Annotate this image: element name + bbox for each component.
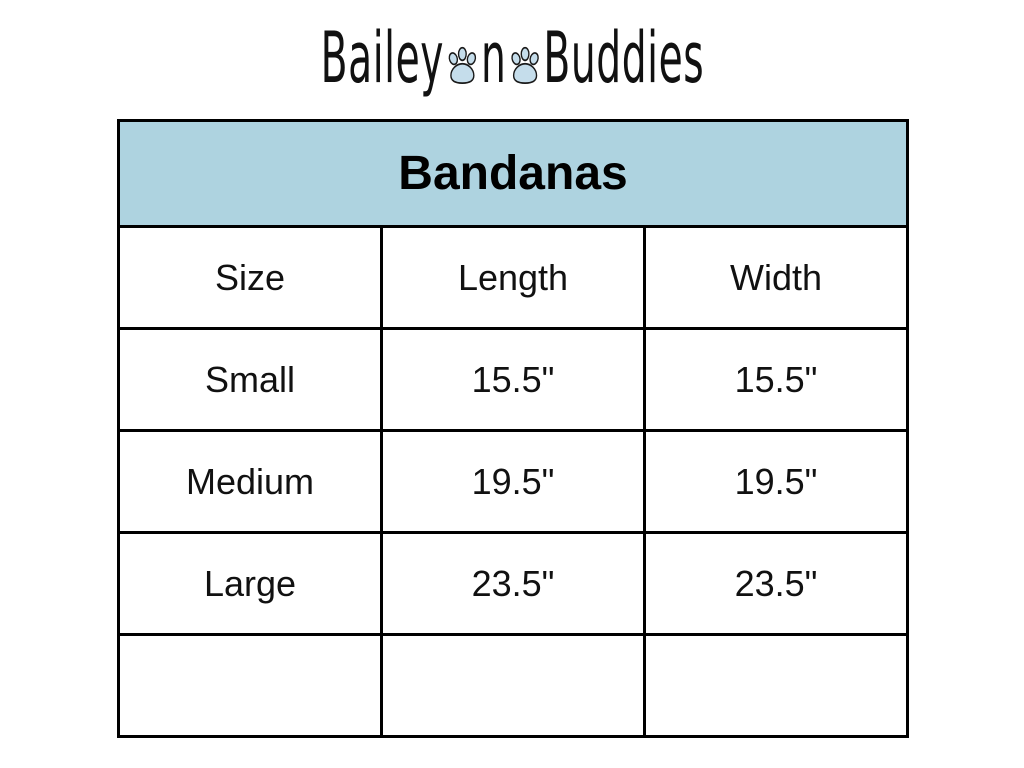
- logo-text-bailey: Bailey: [320, 17, 444, 99]
- cell-size: Large: [117, 531, 383, 636]
- table-title: Bandanas: [117, 119, 909, 228]
- table-row-large: Large 23.5" 23.5": [117, 531, 909, 636]
- cell-length: [380, 633, 646, 738]
- paw-print-icon: [448, 46, 476, 84]
- brand-logo-row: Bailey n Buddies: [320, 17, 704, 99]
- table-title-row: Bandanas: [117, 119, 909, 228]
- cell-size: [117, 633, 383, 738]
- logo-text-n: n: [480, 17, 506, 99]
- table-row-medium: Medium 19.5" 19.5": [117, 429, 909, 534]
- cell-length: 23.5": [380, 531, 646, 636]
- logo-text-buddies: Buddies: [542, 17, 704, 99]
- column-header-row: Size Length Width: [117, 225, 909, 330]
- column-header-width: Width: [643, 225, 909, 330]
- paw-print-icon: [510, 46, 539, 84]
- brand-logo: Bailey n Buddies: [0, 8, 1024, 108]
- cell-width: [643, 633, 909, 738]
- cell-width: 23.5": [643, 531, 909, 636]
- column-header-length: Length: [380, 225, 646, 330]
- cell-width: 15.5": [643, 327, 909, 432]
- cell-width: 19.5": [643, 429, 909, 534]
- cell-length: 19.5": [380, 429, 646, 534]
- cell-length: 15.5": [380, 327, 646, 432]
- cell-size: Small: [117, 327, 383, 432]
- table-row-empty: [117, 633, 909, 738]
- size-chart-table: Bandanas Size Length Width Small 15.5" 1…: [117, 119, 909, 738]
- cell-size: Medium: [117, 429, 383, 534]
- table-row-small: Small 15.5" 15.5": [117, 327, 909, 432]
- column-header-size: Size: [117, 225, 383, 330]
